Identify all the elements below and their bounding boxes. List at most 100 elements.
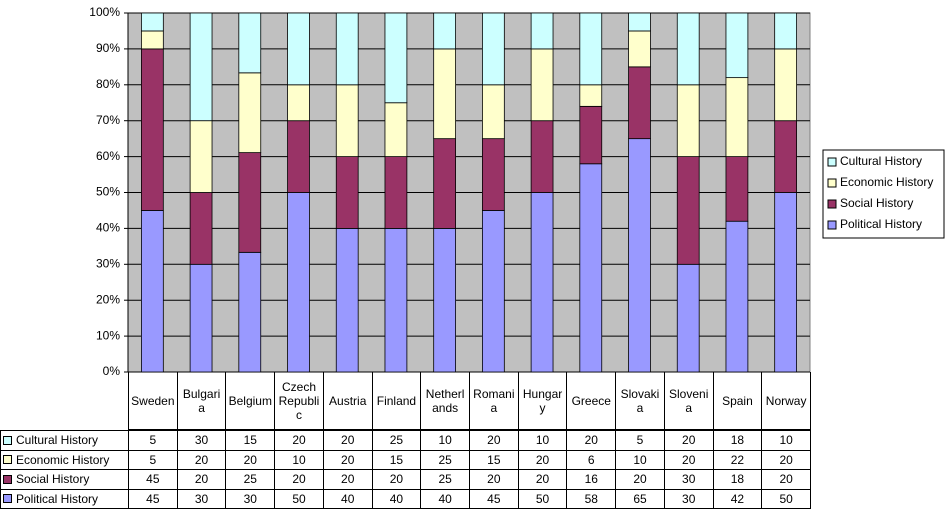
table-value: 40 xyxy=(371,488,422,509)
bar-segment xyxy=(287,12,310,86)
category-label: Finland xyxy=(371,372,422,430)
bar-segment xyxy=(481,138,505,211)
bar-segment xyxy=(140,12,164,32)
row-label: Economic History xyxy=(16,452,110,467)
table-value: 30 xyxy=(663,488,714,509)
bar-segment xyxy=(433,12,457,50)
table-value: 10 xyxy=(615,449,665,470)
table-value: 20 xyxy=(517,469,568,490)
bar-segment xyxy=(433,48,457,140)
table-value: 20 xyxy=(322,449,373,470)
legend-key-row: Economic History xyxy=(0,449,129,470)
bar-segment xyxy=(774,192,798,373)
y-tick-label: 70% xyxy=(96,113,120,127)
category-label: Netherlands xyxy=(420,372,470,430)
bar-segment xyxy=(628,138,651,373)
bar-segment xyxy=(335,12,359,86)
bar-segment xyxy=(579,163,603,373)
table-value: 20 xyxy=(225,449,276,470)
bar-segment xyxy=(628,30,651,68)
bar-segment xyxy=(189,120,213,193)
table-value: 30 xyxy=(225,488,276,509)
bar-segment xyxy=(335,156,359,229)
bar-segment xyxy=(384,156,408,229)
bar-segment xyxy=(725,220,749,373)
table-value: 20 xyxy=(469,469,519,490)
bar-segment xyxy=(384,102,408,157)
table-value: 45 xyxy=(469,488,519,509)
bar-segment xyxy=(579,84,603,107)
legend-label: Political History xyxy=(840,217,922,231)
table-value: 5 xyxy=(128,430,178,451)
bar-segment xyxy=(384,227,408,373)
table-value: 20 xyxy=(322,469,373,490)
table-value: 45 xyxy=(128,469,178,490)
y-tick-label: 90% xyxy=(96,41,120,55)
table-value: 30 xyxy=(176,488,227,509)
table-value: 10 xyxy=(274,449,324,470)
table-value: 6 xyxy=(566,449,617,470)
table-value: 65 xyxy=(615,488,665,509)
category-label: Austria xyxy=(322,372,373,430)
legend-swatch xyxy=(3,474,12,484)
table-value: 18 xyxy=(712,469,763,490)
table-value: 20 xyxy=(663,449,714,470)
category-label: Bulgaria xyxy=(176,372,227,430)
legend-swatch xyxy=(827,220,837,230)
legend-swatch xyxy=(3,435,12,445)
table-value: 20 xyxy=(517,449,568,470)
bar-segment xyxy=(725,77,749,158)
table-value: 25 xyxy=(371,430,422,451)
table-value: 20 xyxy=(615,469,665,490)
table-value: 20 xyxy=(322,430,373,451)
table-value: 18 xyxy=(712,430,763,451)
table-value: 50 xyxy=(517,488,568,509)
table-value: 25 xyxy=(225,469,276,490)
table-value: 15 xyxy=(469,449,519,470)
y-tick-label: 60% xyxy=(96,149,120,163)
table-value: 22 xyxy=(712,449,763,470)
bar-segment xyxy=(287,192,310,373)
legend-label: Economic History xyxy=(840,175,933,189)
table-value: 25 xyxy=(420,449,470,470)
table-value: 10 xyxy=(761,430,811,451)
legend-swatch xyxy=(3,494,12,504)
table-value: 50 xyxy=(761,488,811,509)
bar-segment xyxy=(433,138,457,229)
category-label: Norway xyxy=(761,372,811,430)
table-value: 20 xyxy=(371,469,422,490)
bar-segment xyxy=(287,120,310,193)
row-label: Cultural History xyxy=(16,433,99,448)
row-label: Social History xyxy=(16,472,90,487)
y-tick-label: 50% xyxy=(96,185,120,199)
table-value: 42 xyxy=(712,488,763,509)
bar-segment xyxy=(774,120,798,193)
bar-segment xyxy=(433,227,457,373)
table-value: 20 xyxy=(176,449,227,470)
table-value: 20 xyxy=(761,449,811,470)
bar-segment xyxy=(530,12,554,50)
bar-segment xyxy=(189,12,213,122)
legend-key-row: Political History xyxy=(0,488,129,509)
category-label: Spain xyxy=(712,372,763,430)
table-value: 15 xyxy=(371,449,422,470)
bar-segment xyxy=(579,105,603,165)
category-label: Slovakia xyxy=(615,372,665,430)
legend-label: Social History xyxy=(840,196,913,210)
table-value: 20 xyxy=(176,469,227,490)
category-label: Greece xyxy=(566,372,617,430)
table-value: 20 xyxy=(274,469,324,490)
legend-key-row: Cultural History xyxy=(0,430,129,451)
y-tick-label: 40% xyxy=(96,221,120,235)
y-tick-label: 30% xyxy=(96,256,120,270)
table-value: 10 xyxy=(517,430,568,451)
bar-segment xyxy=(140,48,164,211)
y-tick-label: 100% xyxy=(89,5,120,19)
bar-segment xyxy=(628,66,651,140)
bar-segment xyxy=(774,12,798,50)
y-tick-label: 20% xyxy=(96,292,120,306)
bar-segment xyxy=(628,12,651,32)
table-value: 16 xyxy=(566,469,617,490)
bar-segment xyxy=(774,48,798,122)
